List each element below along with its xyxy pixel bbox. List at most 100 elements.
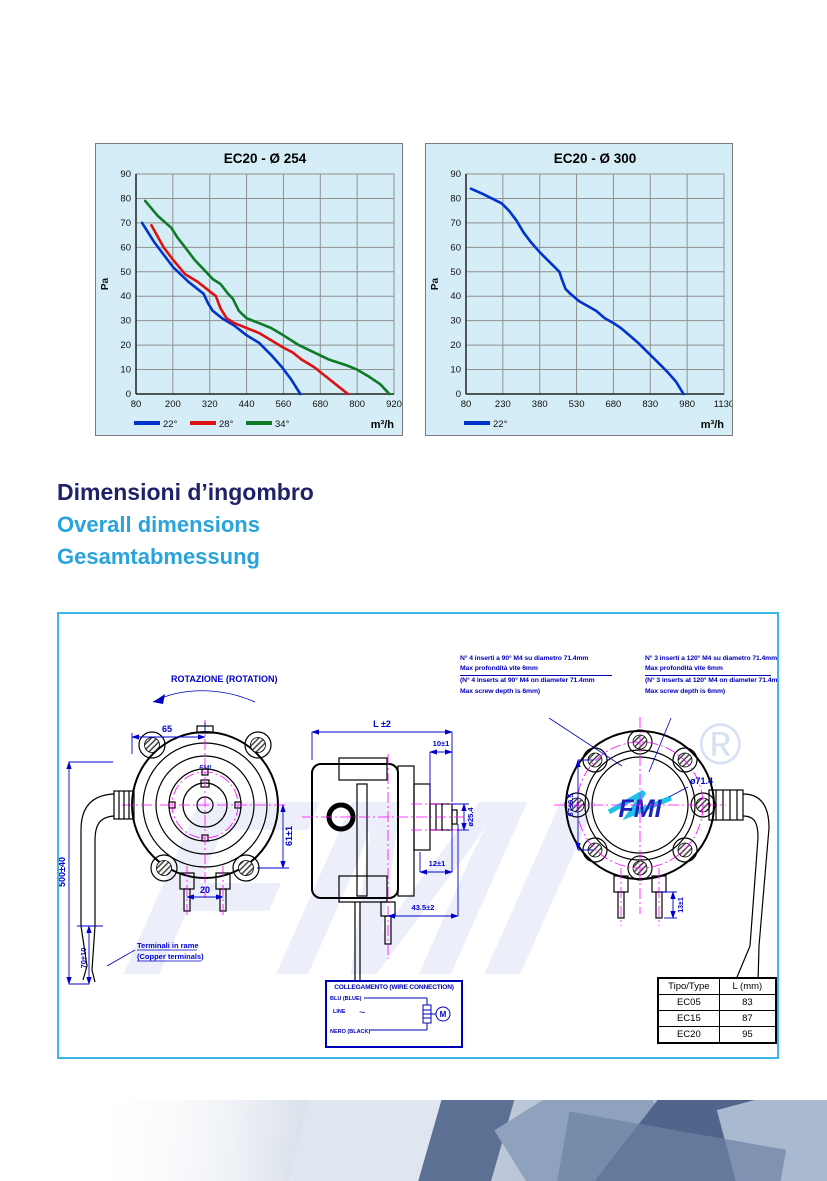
x-tick: 680 [605,399,621,410]
x-tick: 80 [131,399,142,410]
rotation-arrow [152,690,256,703]
cell-l-ec15: 87 [718,1010,777,1027]
section-headings: Dimensioni d’ingombro Overall dimensions… [57,476,314,573]
table-row: EC15 87 [657,1010,777,1027]
x-tick: 320 [202,399,218,410]
dim-67: 67±0.5 [566,794,575,817]
note120-line4: Max screw depth is 6mm) [645,687,726,695]
note90-line1: N° 4 inserti a 90° M4 su diametro 71.4mm [460,655,589,662]
y-tick: 20 [450,340,461,351]
decorative-fan-photo-band [0,1100,827,1181]
x-tick: 980 [679,399,695,410]
x-tick: 680 [312,399,328,410]
legend-label: 28° [219,419,234,430]
x-tick: 440 [239,399,255,410]
series-22° [469,187,685,396]
y-tick: 80 [450,193,461,204]
rear-view-dimensions: ø71.4 67±0.5 13±1 [548,717,713,919]
dim-10: 10±1 [433,739,450,748]
cell-type-ec15: EC15 [657,1010,720,1027]
y-tick: 60 [120,242,131,253]
x-tick: 80 [461,399,472,410]
dim-25: ø25.4 [466,807,475,827]
x-tick: 1130 [714,399,732,410]
note120-line2: Max profondità vite 6mm [645,664,771,677]
series-34° [143,199,391,396]
y-tick: 50 [120,267,131,278]
dim-43: 43.5±2 [412,903,435,912]
legend-label: 22° [493,419,508,430]
y-tick: 70 [120,218,131,229]
size-table-header-type: Tipo/Type [657,977,720,995]
size-table-header-l: L (mm) [718,977,777,995]
technical-drawing: .bk{stroke:#000;fill:none;stroke-width:1… [59,674,770,1039]
copper-terminals-line2: (Copper terminals) [137,952,204,961]
wiring-diagram: .wt{fill:#0000bb;font:bold 5.5px "Libera… [330,996,451,1035]
x-axis-label: m³/h [701,419,725,431]
rear-view: FMI [554,717,770,992]
y-tick: 40 [120,291,131,302]
y-tick: 90 [450,169,461,180]
y-tick: 30 [120,316,131,327]
cell-l-ec05: 83 [718,994,777,1011]
dim-61: 61±1 [284,826,294,846]
rear-logo: FMI [618,795,662,823]
wire-black-label: NERO (BLACK) [330,1029,370,1035]
dim-65: 65 [162,724,172,734]
x-tick: 200 [165,399,181,410]
y-tick: 80 [120,193,131,204]
x-tick: 830 [642,399,658,410]
motor-symbol: M [440,1010,447,1019]
chart-ec20-300: 0 10 20 30 40 50 60 70 80 90 80 230 380 530 680 830 980 1… [425,143,734,436]
dim-L: L ±2 [373,719,391,729]
dim-71: ø71.4 [690,776,713,786]
dim-70: 70±10 [79,948,88,969]
note120-line3: (N° 3 inserts at 120° M4 on diameter 71.… [645,677,779,685]
x-tick: 560 [275,399,291,410]
wirebox-title: COLLEGAMENTO (WIRE CONNECTION) [334,984,454,991]
table-row: EC05 83 [657,994,777,1011]
y-tick: 60 [450,242,461,253]
y-tick: 70 [450,218,461,229]
series-22° [140,221,302,396]
registered-mark: ® [699,712,742,777]
legend-label: 34° [275,419,290,430]
dim-12: 12±1 [429,859,446,868]
y-axis-label: Pa [430,277,441,290]
y-tick: 10 [120,365,131,376]
y-tick: 0 [456,389,461,400]
note90-line3: (N° 4 inserts at 90° M4 on diameter 71.4… [460,677,595,685]
note90-line2: Max profondità vite 6mm [460,664,612,677]
table-row: EC20 95 [657,1026,777,1044]
dim-20: 20 [200,885,210,895]
series-28° [150,224,350,396]
x-tick: 380 [532,399,548,410]
side-view-dimensions: L ±2 10±1 ø25.4 12±1 43.5±2 [311,719,475,919]
y-tick: 40 [450,291,461,302]
dim-13: 13±1 [678,897,685,913]
heading-english: Overall dimensions [57,512,260,537]
cell-type-ec20: EC20 [657,1026,720,1044]
y-axis-label: Pa [100,277,111,290]
chart-title: EC20 - Ø 300 [554,151,637,166]
x-tick: 230 [495,399,511,410]
chart-ec20-254: 0 10 20 30 40 50 60 70 80 90 80 200 320 440 560 680 800 9… [95,143,403,436]
dim-500: 500±40 [59,857,67,887]
note120-line1: N° 3 inserti a 120° M4 su diametro 71.4m… [645,655,778,662]
cell-type-ec05: EC05 [657,994,720,1011]
note90-line4: Max screw depth is 6mm) [460,687,541,695]
chart-title: EC20 - Ø 254 [224,151,307,166]
legend-label: 22° [163,419,178,430]
x-tick: 920 [386,399,402,410]
y-tick: 0 [126,389,131,400]
size-table: Tipo/Type L (mm) EC05 83 EC15 87 EC20 95 [657,977,777,1044]
y-tick: 50 [450,267,461,278]
insert-note-90: N° 4 inserti a 90° M4 su diametro 71.4mm… [460,654,612,697]
rotation-label: ROTAZIONE (ROTATION) [171,674,277,684]
x-axis-label: m³/h [371,419,395,431]
heading-german: Gesamtabmessung [57,544,260,569]
wire-connection-box: COLLEGAMENTO (WIRE CONNECTION) .wt{fill:… [325,980,463,1048]
y-tick: 10 [450,365,461,376]
wire-blue-label: BLU (BLUE) [330,996,362,1002]
